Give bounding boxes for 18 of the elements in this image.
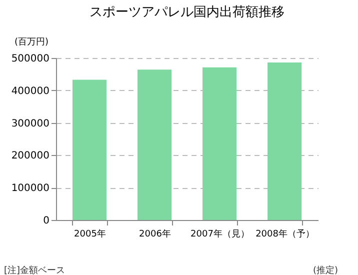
bar <box>268 62 302 220</box>
chart-title: スポーツアパレル国内出荷額推移 <box>90 5 284 20</box>
y-axis-title: (百万円) <box>14 38 49 48</box>
x-tick-label: 2005年 <box>74 228 106 240</box>
x-tick-label: 2008年（予） <box>256 228 314 240</box>
bar <box>137 70 172 220</box>
x-tick-label: 2006年 <box>139 228 171 240</box>
y-tick-label: 200000 <box>11 150 50 162</box>
y-tick-label: 400000 <box>11 86 50 97</box>
y-tick-label: 300000 <box>11 118 50 130</box>
x-tick-label: 2007年（見） <box>190 228 250 240</box>
bar <box>72 80 106 220</box>
text: [注]金額ベース <box>4 265 66 275</box>
bar <box>202 67 237 220</box>
y-tick-label: 500000 <box>11 54 50 64</box>
y-tick-label: 0 <box>43 216 50 226</box>
text: (推定) <box>312 265 338 275</box>
y-tick-label: 100000 <box>11 183 50 194</box>
